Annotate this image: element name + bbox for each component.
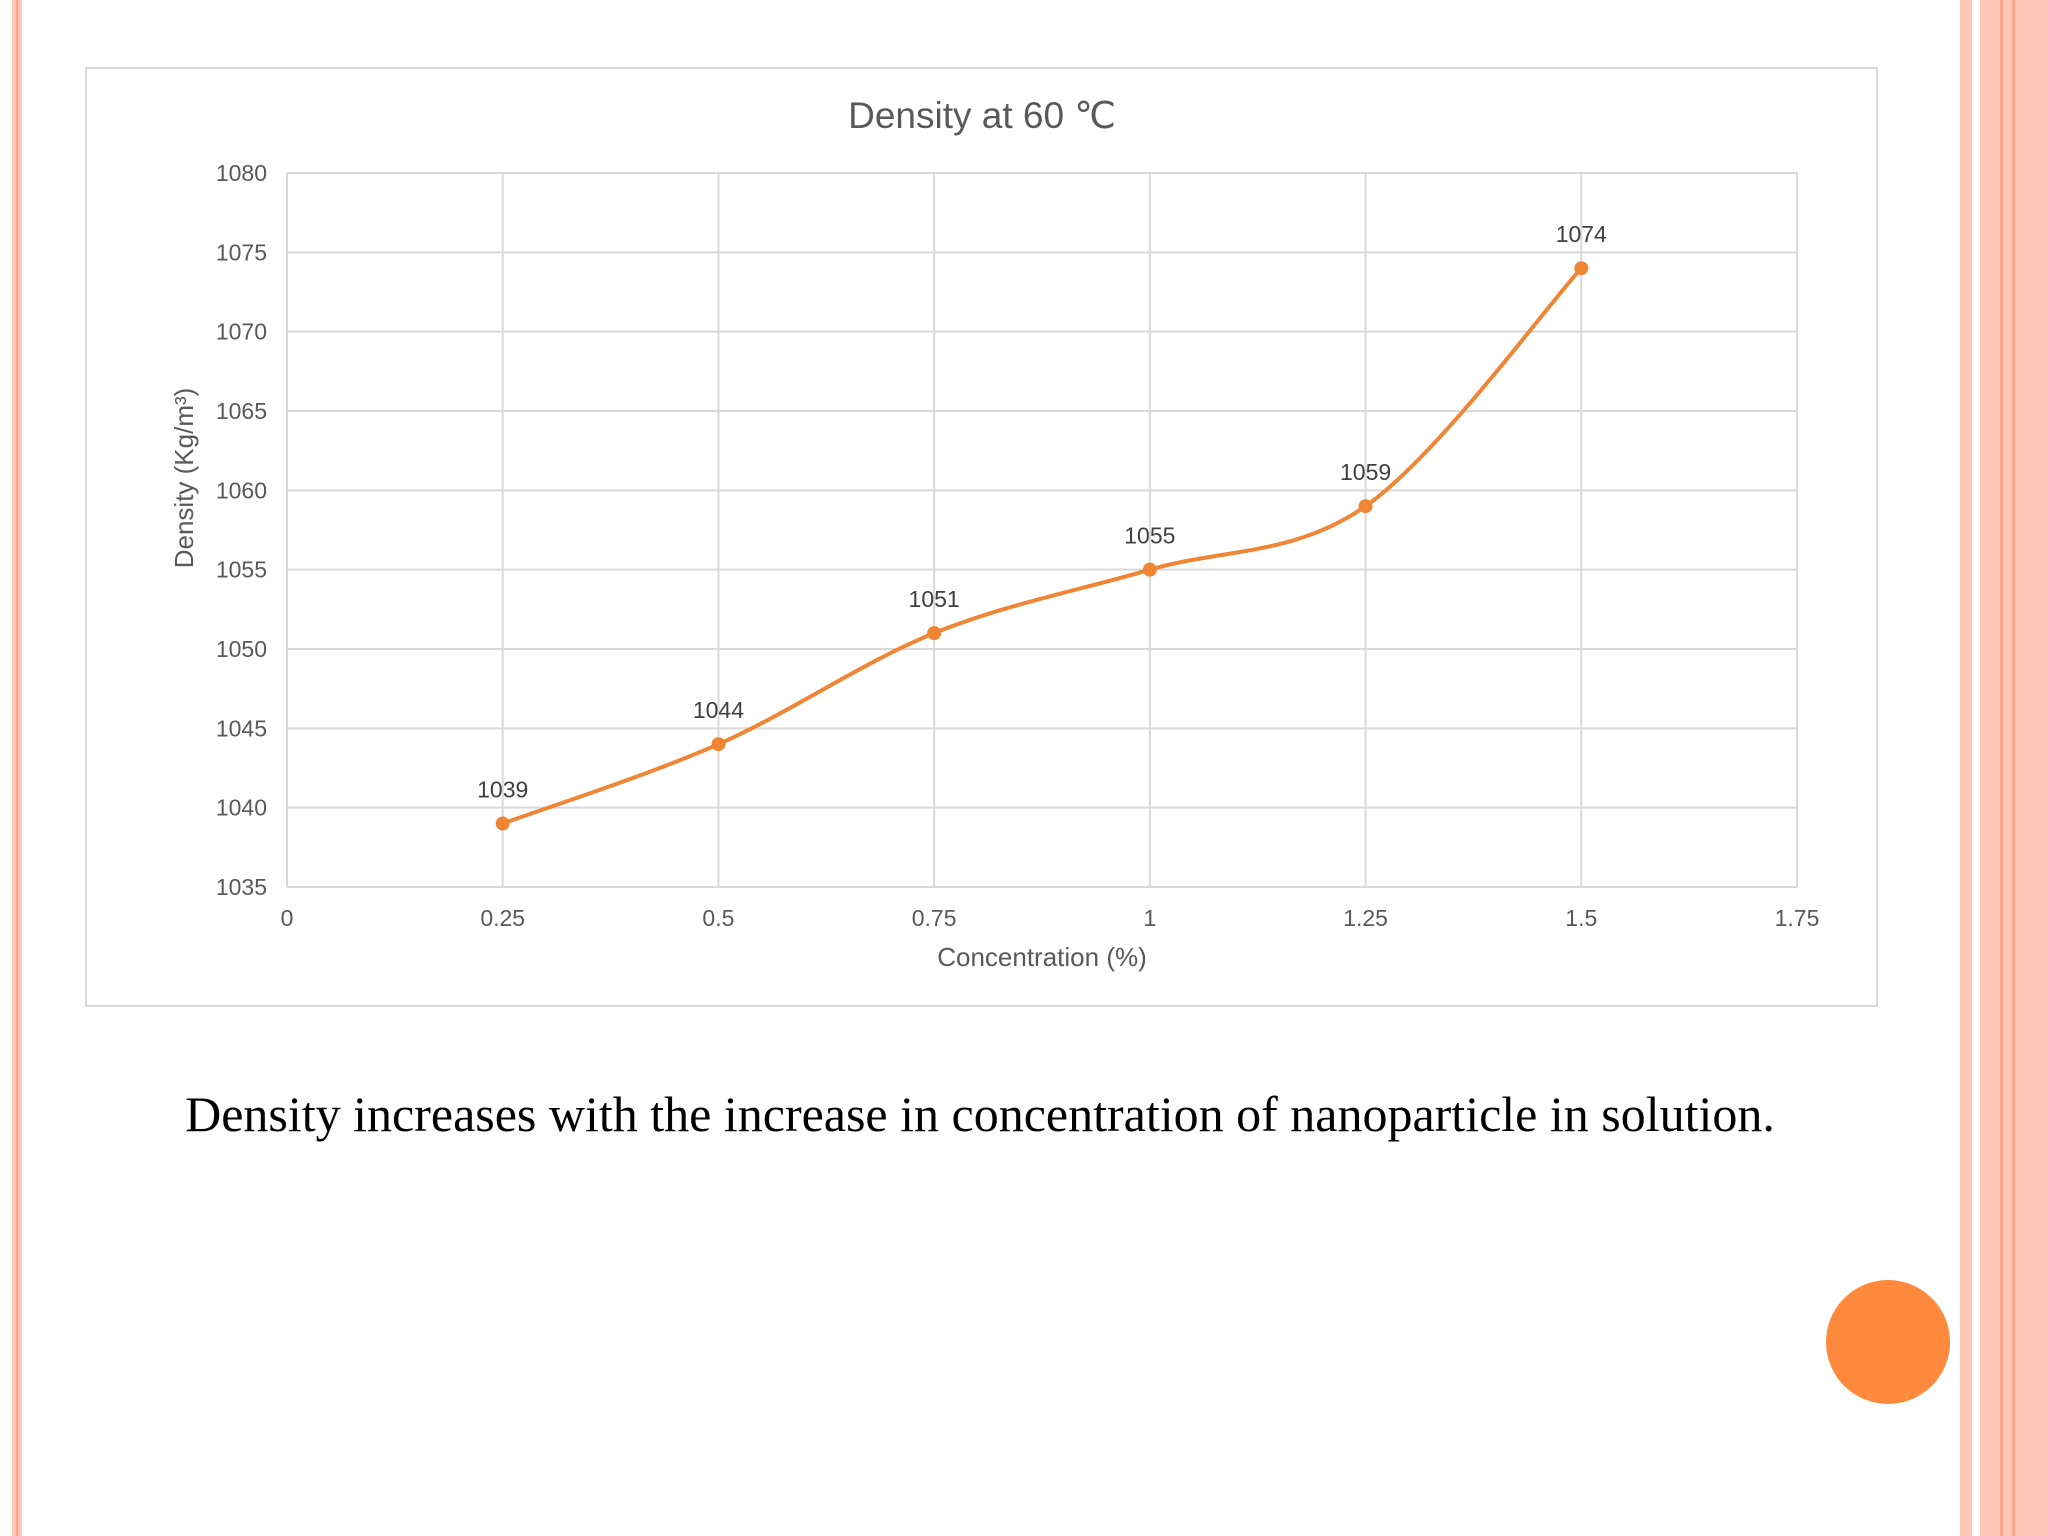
y-tick-label: 1075 xyxy=(216,239,267,265)
right-border-line-1 xyxy=(2000,0,2003,1536)
data-point xyxy=(1142,562,1157,577)
data-label: 1051 xyxy=(909,586,960,612)
y-tick-label: 1065 xyxy=(216,398,267,424)
data-point xyxy=(1358,499,1373,514)
x-tick-label: 1.5 xyxy=(1565,905,1597,931)
grid-lines xyxy=(286,172,1798,888)
series-density xyxy=(495,261,1589,831)
series-line xyxy=(502,266,1583,826)
y-tick-label: 1080 xyxy=(216,160,267,186)
density-chart: Density at 60 ℃ 1035 1040 1045 1050 1055 1060… xyxy=(169,95,1820,972)
y-tick-label: 1050 xyxy=(216,636,267,662)
data-point xyxy=(495,816,510,831)
x-tick-label: 1.25 xyxy=(1343,905,1388,931)
y-tick-label: 1040 xyxy=(216,795,267,821)
x-axis-title: Concentration (%) xyxy=(937,942,1147,972)
x-tick-label: 1.75 xyxy=(1775,905,1820,931)
y-tick-label: 1070 xyxy=(216,319,267,345)
slide-caption: Density increases with the increase in c… xyxy=(185,1086,1775,1142)
data-label: 1044 xyxy=(693,697,744,723)
y-axis-title: Density (Kg/m³) xyxy=(169,388,199,569)
x-tick-label: 1 xyxy=(1143,905,1156,931)
data-label: 1059 xyxy=(1340,459,1391,485)
y-tick-label: 1055 xyxy=(216,557,267,583)
data-label: 1074 xyxy=(1556,221,1607,247)
y-tick-label: 1045 xyxy=(216,715,267,741)
right-border-stripe-inner xyxy=(1960,0,1972,1536)
data-point xyxy=(927,626,942,641)
x-tick-label: 0 xyxy=(281,905,294,931)
left-border-line xyxy=(16,0,18,1536)
data-label: 1055 xyxy=(1124,523,1175,549)
data-point xyxy=(711,737,726,752)
y-tick-label: 1035 xyxy=(216,874,267,900)
data-point xyxy=(1574,261,1589,276)
data-labels: 1039 1044 1051 1055 1059 1074 xyxy=(477,221,1607,802)
x-tick-label: 0.25 xyxy=(480,905,525,931)
right-border-line-2 xyxy=(2012,0,2015,1536)
x-tick-label: 0.75 xyxy=(912,905,957,931)
data-label: 1039 xyxy=(477,777,528,803)
x-tick-label: 0.5 xyxy=(702,905,734,931)
tick-labels: 1035 1040 1045 1050 1055 1060 1065 1070 1075 1080… xyxy=(216,160,1820,931)
chart-frame: Density at 60 ℃ 1035 1040 1045 1050 1055 1060… xyxy=(85,67,1878,1007)
y-tick-label: 1060 xyxy=(216,477,267,503)
chart-title: Density at 60 ℃ xyxy=(848,95,1116,136)
decorative-circle xyxy=(1826,1280,1950,1404)
